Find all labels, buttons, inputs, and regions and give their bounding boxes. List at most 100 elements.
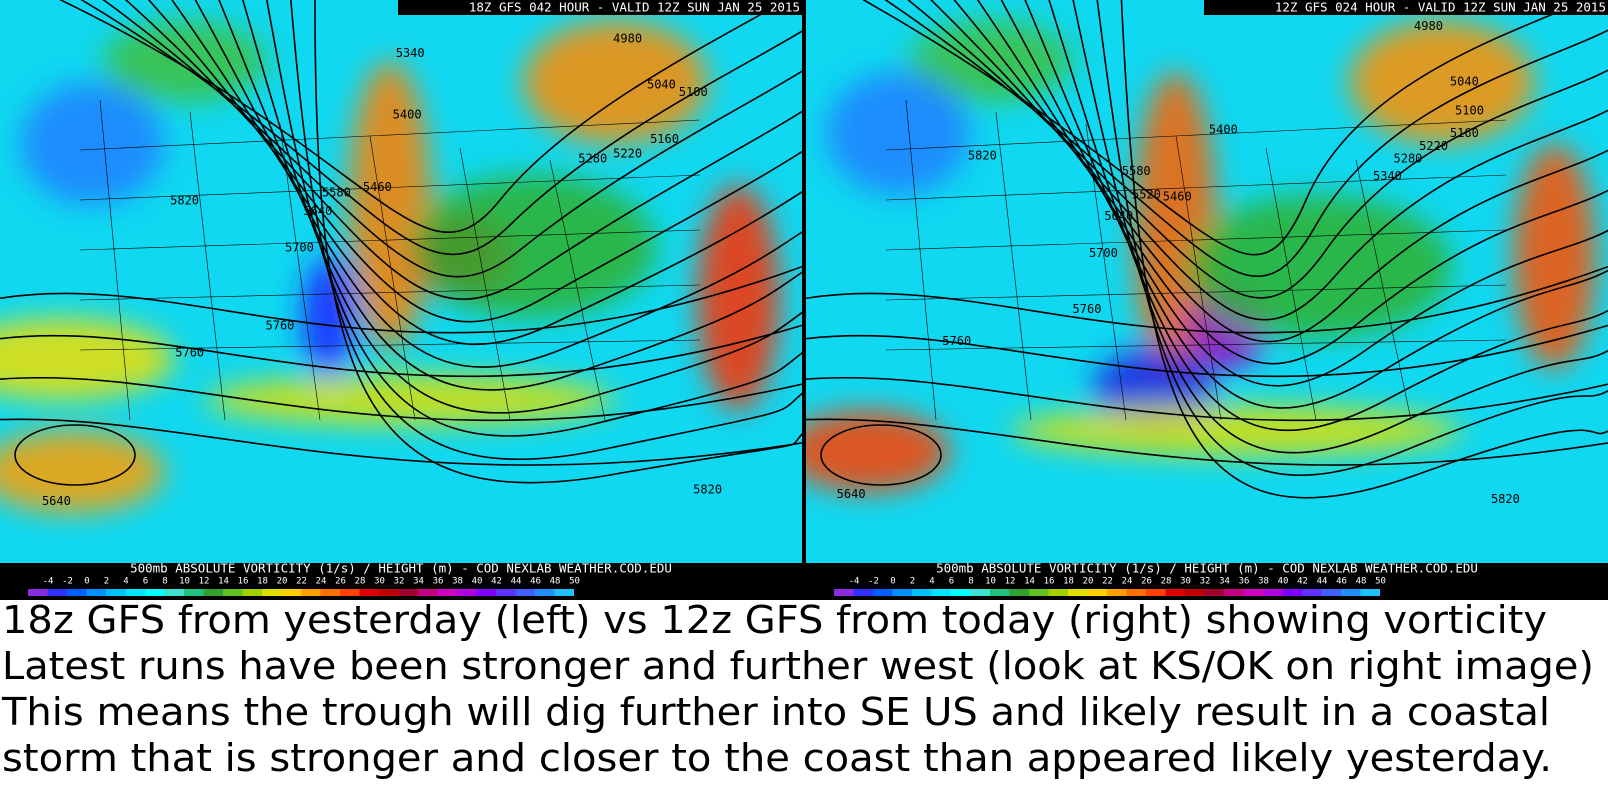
state-border [885, 339, 1507, 351]
colorbar-tick-label: 46 [530, 577, 541, 587]
header-background [1204, 0, 1608, 15]
contour-label: 5160 [1450, 126, 1479, 140]
colorbar-tick-label: 18 [1063, 577, 1074, 587]
colorbar-tick-label: -4 [849, 577, 860, 587]
colorbar-tick-label: 4 [123, 577, 128, 587]
state-border [189, 111, 226, 421]
contour-label: 5100 [1455, 103, 1484, 117]
colorbar-swatch [203, 589, 223, 596]
state-border [995, 111, 1032, 421]
vorticity-blob [410, 174, 657, 318]
height-contour [14, 424, 136, 486]
colorbar-tick-label: 10 [179, 577, 190, 587]
colorbar-tick-label: 18 [257, 577, 268, 587]
colorbar-swatch [379, 589, 399, 596]
state-border [79, 339, 701, 351]
colorbar-swatch [1009, 589, 1029, 596]
state-border [79, 284, 701, 301]
colorbar-tick-label: 16 [238, 577, 249, 587]
colorbar-tick-label: 2 [104, 577, 109, 587]
colorbar-swatch [223, 589, 243, 596]
contour-label: 4980 [1414, 19, 1443, 33]
contour-label: 5820 [693, 483, 722, 497]
colorbar-swatch [1263, 589, 1283, 596]
colorbar-swatch [1048, 589, 1068, 596]
colorbar-tick-label: 30 [374, 577, 385, 587]
colorbar-tick-label: 22 [296, 577, 307, 587]
colorbar-swatch [340, 589, 360, 596]
colorbar-tick-label: 26 [335, 577, 346, 587]
colorbar-tick-label: 6 [949, 577, 954, 587]
colorbar-tick-label: -2 [62, 577, 73, 587]
height-contour [806, 418, 1608, 466]
colorbar-tick-label: 8 [968, 577, 973, 587]
colorbar-swatch [1341, 589, 1361, 596]
colorbar-swatch [515, 589, 535, 596]
height-contour [124, 0, 802, 300]
colorbar-swatch [1068, 589, 1088, 596]
colorbar-tick-label: -4 [43, 577, 54, 587]
contour-label: 5760 [942, 334, 971, 348]
state-border [459, 147, 511, 421]
colorbar-swatch [164, 589, 184, 596]
contour-label: 5340 [1373, 169, 1402, 183]
colorbar-swatch [1126, 589, 1146, 596]
height-contour [806, 265, 1608, 334]
contour-label: 5520 [1132, 187, 1161, 201]
panel-footer: 500mb ABSOLUTE VORTICITY (1/s) / HEIGHT … [130, 561, 672, 576]
colorbar-swatch [106, 589, 126, 596]
colorbar-swatch [853, 589, 873, 596]
colorbar-tick-label: 48 [550, 577, 561, 587]
map-panel: 4980504051005160522052805340540054605580… [806, 0, 1608, 596]
height-contour [884, 0, 1608, 278]
colorbar-tick-label: 2 [910, 577, 915, 587]
contour-label: 5280 [1394, 151, 1423, 165]
state-border [885, 229, 1507, 251]
colorbar-tick-label: 38 [452, 577, 463, 587]
colorbar-swatch [1224, 589, 1244, 596]
colorbar-tick-label: 38 [1258, 577, 1269, 587]
height-contour [1024, 0, 1608, 409]
colorbar-tick-label: 36 [1239, 577, 1250, 587]
colorbar-tick-label: 20 [277, 577, 288, 587]
state-border [1085, 123, 1127, 421]
state-border [79, 119, 701, 151]
vorticity-blob [302, 256, 354, 380]
colorbar-tick-label: 10 [985, 577, 996, 587]
height-contour [290, 0, 802, 460]
height-contour [1000, 0, 1608, 387]
contour-label: 5640 [1104, 209, 1133, 223]
state-border [79, 229, 701, 251]
colorbar-swatch [1146, 589, 1166, 596]
contour-label: 5040 [1450, 75, 1479, 89]
colorbar-swatch [1243, 589, 1263, 596]
colorbar-tick-label: 0 [890, 577, 895, 587]
colorbar-tick-label: 26 [1141, 577, 1152, 587]
colorbar-tick-label: 50 [1375, 577, 1386, 587]
colorbar-tick-label: 42 [491, 577, 502, 587]
colorbar-tick-label: 40 [1278, 577, 1289, 587]
colorbar-swatch [262, 589, 282, 596]
height-contour [806, 324, 1608, 378]
colorbar-tick-label: 24 [316, 577, 327, 587]
colorbar-swatch [1165, 589, 1185, 596]
contour-label: 5640 [42, 494, 71, 508]
height-contour [1120, 0, 1608, 499]
colorbar-tick-label: 12 [199, 577, 210, 587]
contour-label: 4980 [613, 31, 642, 45]
colorbar-swatch [990, 589, 1010, 596]
colorbar-swatch [418, 589, 438, 596]
colorbar-swatch [1185, 589, 1205, 596]
colorbar-swatch [47, 589, 67, 596]
colorbar-tick-label: 32 [394, 577, 405, 587]
colorbar-swatch [437, 589, 457, 596]
colorbar-tick-label: 4 [929, 577, 934, 587]
colorbar-swatch [145, 589, 165, 596]
colorbar-swatch [184, 589, 204, 596]
colorbar-tick-label: 16 [1044, 577, 1055, 587]
contour-label: 5640 [303, 204, 332, 218]
height-contour [265, 0, 802, 437]
colorbar-swatch [476, 589, 496, 596]
